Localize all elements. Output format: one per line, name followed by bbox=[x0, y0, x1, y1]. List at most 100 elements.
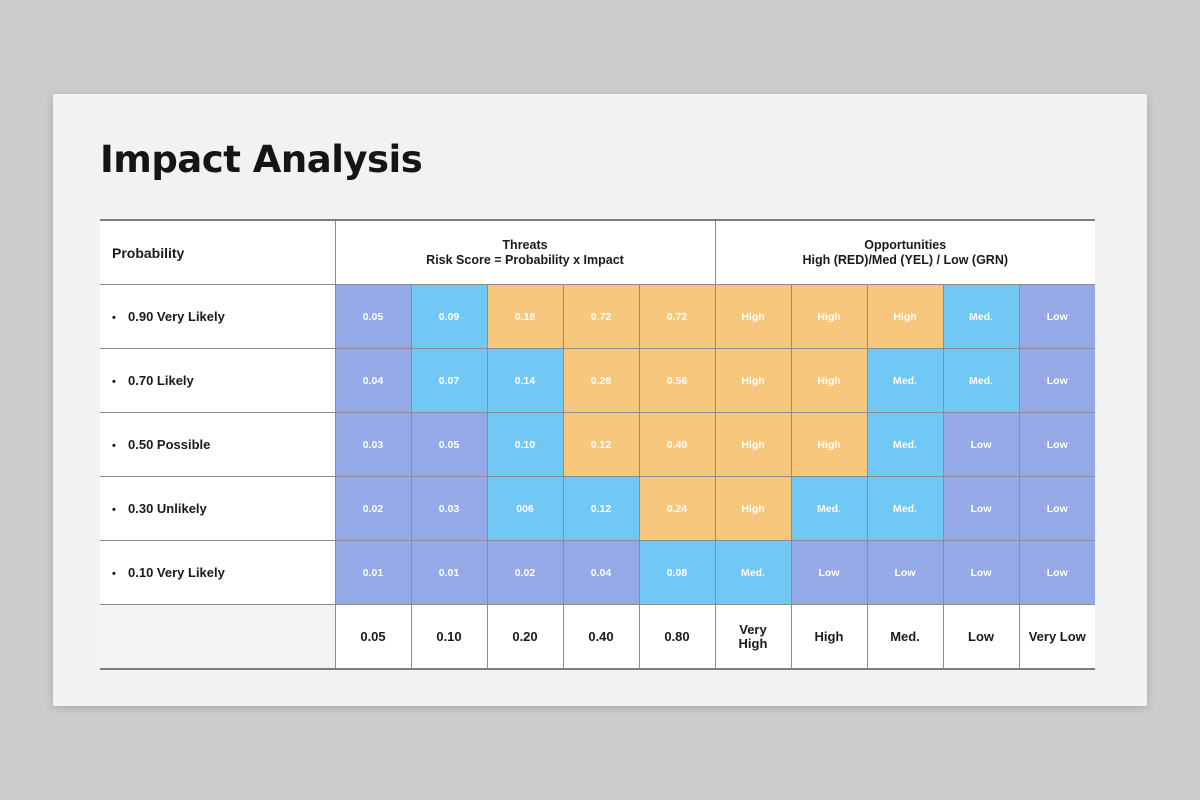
row-label-text: 0.30 Unlikely bbox=[128, 501, 207, 516]
impact-value-label: 0.20 bbox=[486, 604, 564, 670]
row-label-text: 0.70 Likely bbox=[128, 373, 194, 388]
threat-score-cell: 0.01 bbox=[334, 540, 412, 605]
opportunities-header: Opportunities High (RED)/Med (YEL) / Low… bbox=[714, 219, 1095, 285]
opportunity-rating-cell: Low bbox=[942, 412, 1020, 477]
opportunity-rating-cell: High bbox=[790, 348, 868, 413]
axis-label-text: Very High bbox=[738, 621, 768, 651]
threat-score-cell: 0.04 bbox=[562, 540, 640, 605]
axis-label-text: Low bbox=[968, 628, 994, 644]
impact-level-label: Med. bbox=[866, 604, 944, 670]
row-label: • 0.70 Likely bbox=[100, 348, 336, 413]
matrix-row: • 0.70 Likely 0.04 0.07 0.14 0.28 0.56 High Hig… bbox=[100, 348, 1095, 413]
opportunity-rating-cell: Low bbox=[1018, 476, 1095, 541]
impact-level-label: High bbox=[790, 604, 868, 670]
bullet-icon: • bbox=[112, 376, 116, 388]
threat-score-cell: 0.05 bbox=[410, 412, 488, 477]
opportunity-rating-cell: High bbox=[714, 348, 792, 413]
impact-level-label: Very Low bbox=[1018, 604, 1095, 670]
opportunity-rating-cell: High bbox=[790, 412, 868, 477]
threat-score-cell: 0.02 bbox=[486, 540, 564, 605]
axis-label-text: Very Low bbox=[1028, 628, 1086, 644]
row-label: • 0.10 Very Likely bbox=[100, 540, 336, 605]
threat-score-cell: 0.04 bbox=[334, 348, 412, 413]
bullet-icon: • bbox=[112, 504, 116, 516]
threat-score-cell: 0.56 bbox=[638, 348, 716, 413]
threat-score-cell: 0.07 bbox=[410, 348, 488, 413]
opportunity-rating-cell: High bbox=[714, 412, 792, 477]
threat-score-cell: 0.28 bbox=[562, 348, 640, 413]
opportunities-title: Opportunities bbox=[864, 237, 947, 252]
hatched-corner bbox=[100, 604, 336, 670]
opportunity-rating-cell: Med. bbox=[790, 476, 868, 541]
matrix-row: • 0.30 Unlikely 0.02 0.03 006 0.12 0.24 High Me… bbox=[100, 476, 1095, 541]
probability-header: Probability bbox=[100, 219, 336, 285]
axis-label-text: High bbox=[814, 628, 844, 644]
axis-label-text: 0.05 bbox=[360, 628, 386, 644]
row-label: • 0.90 Very Likely bbox=[100, 284, 336, 349]
opportunity-rating-cell: Low bbox=[942, 476, 1020, 541]
impact-level-label: Low bbox=[942, 604, 1020, 670]
opportunity-rating-cell: Med. bbox=[714, 540, 792, 605]
matrix-row: • 0.50 Possible 0.03 0.05 0.10 0.12 0.40 High H… bbox=[100, 412, 1095, 477]
matrix-row: • 0.10 Very Likely 0.01 0.01 0.02 0.04 0.08 Me… bbox=[100, 540, 1095, 605]
opportunity-rating-cell: Low bbox=[790, 540, 868, 605]
axis-label-text: 0.40 bbox=[588, 628, 614, 644]
opportunity-rating-cell: High bbox=[714, 476, 792, 541]
opportunity-rating-cell: Med. bbox=[942, 284, 1020, 349]
threat-score-cell: 0.14 bbox=[486, 348, 564, 413]
threat-score-cell: 006 bbox=[486, 476, 564, 541]
threat-score-cell: 0.12 bbox=[562, 412, 640, 477]
impact-value-label: 0.05 bbox=[334, 604, 412, 670]
threats-title: Threats bbox=[502, 237, 548, 252]
threat-score-cell: 0.12 bbox=[562, 476, 640, 541]
impact-value-label: 0.10 bbox=[410, 604, 488, 670]
opportunity-rating-cell: Med. bbox=[942, 348, 1020, 413]
axis-label-text: 0.20 bbox=[512, 628, 538, 644]
bullet-icon: • bbox=[112, 312, 116, 324]
header-row: Probability Threats Risk Score = Probabi… bbox=[100, 219, 1095, 285]
impact-value-label: 0.40 bbox=[562, 604, 640, 670]
opportunity-rating-cell: Low bbox=[866, 540, 944, 605]
axis-label-text: 0.10 bbox=[436, 628, 462, 644]
threat-score-cell: 0.05 bbox=[334, 284, 412, 349]
opportunity-rating-cell: Low bbox=[1018, 348, 1095, 413]
row-label: • 0.30 Unlikely bbox=[100, 476, 336, 541]
opportunity-rating-cell: Low bbox=[1018, 412, 1095, 477]
threat-score-cell: 0.24 bbox=[638, 476, 716, 541]
threat-score-cell: 0.01 bbox=[410, 540, 488, 605]
slide: Impact Analysis Probability Threats Risk… bbox=[53, 94, 1147, 706]
opportunity-rating-cell: Med. bbox=[866, 476, 944, 541]
opportunity-rating-cell: Low bbox=[1018, 540, 1095, 605]
opportunity-rating-cell: Med. bbox=[866, 348, 944, 413]
threat-score-cell: 0.09 bbox=[410, 284, 488, 349]
axis-label-text: 0.80 bbox=[664, 628, 690, 644]
opportunity-rating-cell: Low bbox=[942, 540, 1020, 605]
opportunity-rating-cell: Med. bbox=[866, 412, 944, 477]
threat-score-cell: 0.03 bbox=[334, 412, 412, 477]
threat-score-cell: 0.10 bbox=[486, 412, 564, 477]
impact-matrix-table: Probability Threats Risk Score = Probabi… bbox=[100, 219, 1095, 670]
opportunity-rating-cell: Low bbox=[1018, 284, 1095, 349]
threat-score-cell: 0.03 bbox=[410, 476, 488, 541]
opportunities-legend: High (RED)/Med (YEL) / Low (GRN) bbox=[802, 252, 1009, 267]
bullet-icon: • bbox=[112, 440, 116, 452]
row-label: • 0.50 Possible bbox=[100, 412, 336, 477]
opportunity-rating-cell: High bbox=[714, 284, 792, 349]
threat-score-cell: 0.18 bbox=[486, 284, 564, 349]
threat-score-cell: 0.08 bbox=[638, 540, 716, 605]
impact-value-label: 0.80 bbox=[638, 604, 716, 670]
threats-formula: Risk Score = Probability x Impact bbox=[426, 252, 624, 267]
threats-header: Threats Risk Score = Probability x Impac… bbox=[334, 219, 716, 285]
row-label-text: 0.50 Possible bbox=[128, 437, 211, 452]
opportunity-rating-cell: High bbox=[866, 284, 944, 349]
threat-score-cell: 0.72 bbox=[638, 284, 716, 349]
impact-level-label: Very High bbox=[714, 604, 792, 670]
threat-score-cell: 0.72 bbox=[562, 284, 640, 349]
page-title: Impact Analysis bbox=[100, 138, 423, 181]
row-label-text: 0.10 Very Likely bbox=[128, 565, 225, 580]
threat-score-cell: 0.40 bbox=[638, 412, 716, 477]
axis-label-text: Med. bbox=[890, 628, 920, 644]
threat-score-cell: 0.02 bbox=[334, 476, 412, 541]
matrix-row: • 0.90 Very Likely 0.05 0.09 0.18 0.72 0.72 Hi… bbox=[100, 284, 1095, 349]
row-label-text: 0.90 Very Likely bbox=[128, 309, 225, 324]
